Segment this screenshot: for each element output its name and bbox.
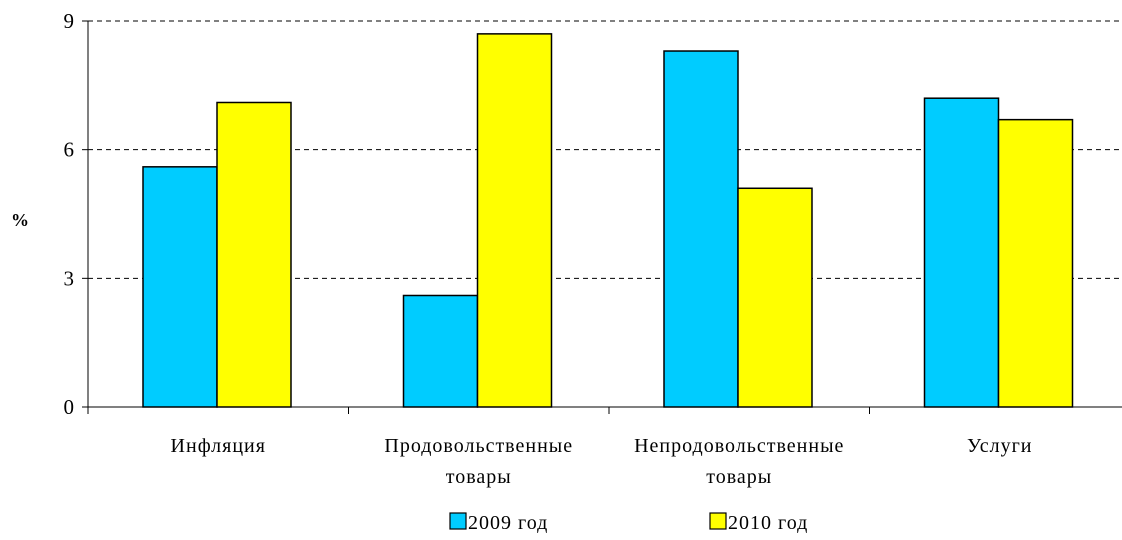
y-tick-label: 9 [64,9,75,33]
x-tick-label: Непродовольственные [634,435,844,457]
x-tick-label: Услуги [967,435,1033,457]
y-tick-label: 6 [64,138,75,162]
x-tick-label: Продовольственные [384,435,573,457]
x-tick-label: товары [446,466,512,488]
x-tick-label: товары [706,466,772,488]
bars [142,33,1074,408]
labels: 0 3 6 9 Инфляция Продовольственные товары Непро… [11,9,1033,488]
bar-series-1-category-1 [142,166,218,408]
y-axis-label: % [11,210,29,230]
legend: 2009 год 2010 год [449,512,808,534]
legend-label-series-2: 2010 год [728,512,808,534]
bar-series-1-category-3 [663,50,739,408]
bar-series-2-category-4 [997,118,1074,408]
y-tick-label: 3 [64,266,75,290]
bar-series-2-category-3 [737,187,813,408]
bar-series-1-category-4 [923,97,1000,408]
legend-label-series-1: 2009 год [468,512,548,534]
bar-series-1-category-2 [402,294,479,408]
legend-swatch-series-2 [709,512,727,530]
x-tick-label: Инфляция [171,435,266,457]
bar-series-2-category-2 [476,33,553,408]
bar-series-2-category-1 [216,101,292,408]
axes [82,20,1122,414]
y-tick-label: 0 [64,395,75,419]
legend-swatch-series-1 [449,512,467,530]
